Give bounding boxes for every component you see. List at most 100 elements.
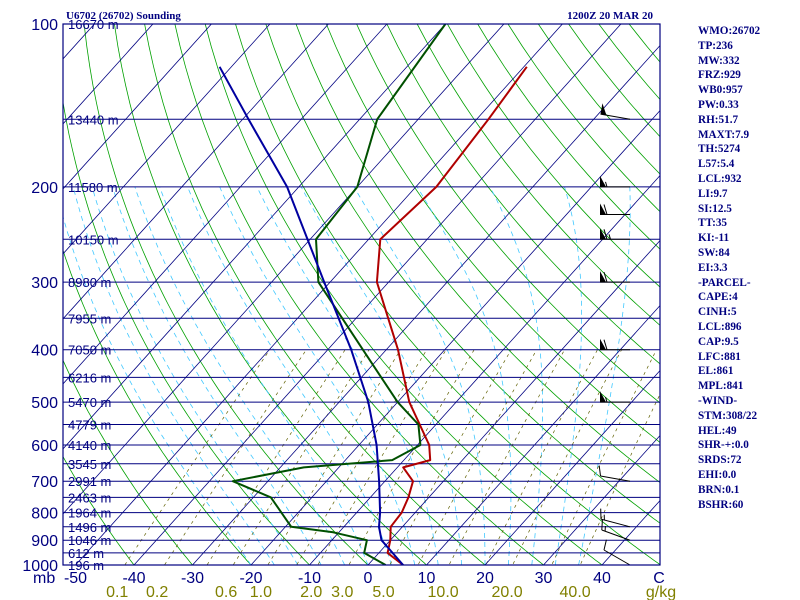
isotherm-line <box>63 24 271 255</box>
height-label: 4779 m <box>68 418 111 433</box>
moist-adiabat-line <box>256 186 439 565</box>
sounding-index: LCL:932 <box>698 172 742 185</box>
sounding-index: -WIND- <box>698 394 738 407</box>
height-label: 8980 m <box>68 275 111 290</box>
moist-adiabat-line <box>91 186 299 565</box>
sounding-index: LCL:896 <box>698 320 742 333</box>
mixing-ratio-tick-label: 0.1 <box>106 584 128 600</box>
wind-barb-flag <box>603 204 608 215</box>
pressure-label: 100 <box>31 17 58 34</box>
height-label: 10150 m <box>68 232 119 247</box>
isotherm-line <box>426 304 660 565</box>
height-label: 2463 m <box>68 490 111 505</box>
moist-adiabat-line <box>112 186 322 565</box>
sounding-index: KI:-11 <box>698 232 730 245</box>
mixing-ratio-tick-label: 0.2 <box>146 584 168 600</box>
mixing-ratio-line <box>206 349 346 565</box>
mixing-ratio-line <box>348 349 475 565</box>
mixing-ratio-line <box>448 349 565 565</box>
sounding-index: TP:236 <box>698 39 733 52</box>
wind-barb-flag <box>603 229 608 240</box>
wind-barb-pennant <box>600 175 606 187</box>
dry-adiabat-line <box>63 249 252 565</box>
wind-barb <box>599 391 631 403</box>
wind-barb-pennant <box>600 338 606 350</box>
dry-adiabat-line <box>477 24 660 250</box>
dry-adiabat-line <box>204 24 603 565</box>
wind-barb-half-flag <box>608 234 611 240</box>
temperature-unit-label: C <box>653 570 665 587</box>
mixing-ratio-line <box>417 349 538 565</box>
sounding-indices-list: WMO:26702 TP:236 MW:332 FRZ:929 WB0:957 PW:0.… <box>698 24 798 512</box>
sounding-index: CINH:5 <box>698 306 737 319</box>
chart-title: U6702 (26702) Sounding <box>66 10 181 22</box>
sounding-index: SW:84 <box>698 246 730 259</box>
dry-adiabat-line <box>416 24 660 326</box>
dry-adiabat-line <box>295 24 660 484</box>
temperature-axis-labels: -50 -40 -30 -20 -10 0 10 20 30 40 C <box>64 570 665 587</box>
mixing-ratio-axis-labels: 0.1 0.2 0.6 1.0 2.0 3.0 5.0 10.0 20.0 40.0 g/kg <box>106 584 676 600</box>
sounding-index: LI:9.7 <box>698 187 728 200</box>
sounding-index: MAXT:7.9 <box>698 128 750 141</box>
wind-barb <box>599 338 631 351</box>
moist-adiabats <box>63 186 631 565</box>
isotherm-line <box>63 24 388 385</box>
wind-barb-half-flag <box>605 396 608 403</box>
wind-barb <box>601 519 631 541</box>
mixing-ratio-tick-label: 1.0 <box>250 584 272 600</box>
pressure-label: 900 <box>31 533 58 550</box>
wind-barb-staff <box>600 518 631 528</box>
sounding-index: BRN:0.1 <box>698 483 740 496</box>
temperature-tick-label: -20 <box>239 570 262 587</box>
dry-adiabats <box>63 24 660 565</box>
height-label: 4140 m <box>68 438 111 453</box>
sounding-index: EL:861 <box>698 365 734 378</box>
mixing-ratio-tick-label: 20.0 <box>492 584 523 600</box>
wind-barb-flag <box>603 339 608 350</box>
isobars <box>63 24 660 565</box>
height-label: 16670 m <box>68 17 119 32</box>
mixing-ratio-line <box>267 349 401 565</box>
moist-adiabat-line <box>219 186 416 565</box>
temperature-tick-label: -30 <box>181 570 204 587</box>
dry-adiabat-line <box>114 24 428 565</box>
profile-line <box>231 24 447 565</box>
moist-adiabat-line <box>159 186 369 565</box>
wind-barb <box>600 508 631 528</box>
dry-adiabat-line <box>265 24 660 524</box>
wind-barb-pennant <box>600 203 606 215</box>
height-label: 1964 m <box>68 506 111 521</box>
sounding-index: EI:3.3 <box>698 261 728 274</box>
sounding-index: MW:332 <box>698 54 740 67</box>
mixing-ratio-tick-label: 3.0 <box>331 584 353 600</box>
dry-adiabat-line <box>63 359 194 565</box>
pressure-axis-labels: 1000 900 800 700 600 500 400 300 200 100 mb <box>22 17 58 587</box>
wind-barb-flag <box>601 519 603 531</box>
chart-date: 1200Z 20 MAR 20 <box>567 10 653 22</box>
wind-barb <box>599 175 631 188</box>
moist-adiabat-line <box>416 186 512 565</box>
wind-barb-flag <box>603 539 607 551</box>
moist-adiabat-line <box>578 186 631 565</box>
height-labels: 16670 m 13440 m 11580 m 10150 m 8980 m 7955 m… <box>68 17 119 573</box>
wind-barb-pennant <box>600 228 606 240</box>
mixing-ratio-tick-label: 2.0 <box>300 584 322 600</box>
sounding-index: SI:12.5 <box>698 202 732 215</box>
wind-barb-pennant <box>600 271 606 283</box>
temperature-tick-label: 0 <box>364 570 373 587</box>
sounding-index: EHI:0.0 <box>698 468 737 481</box>
isotherm-line <box>63 24 505 515</box>
sounding-index: CAPE:4 <box>698 291 738 304</box>
height-label: 13440 m <box>68 112 119 127</box>
height-label: 11580 m <box>68 180 118 195</box>
dry-adiabat-line <box>386 24 660 365</box>
isotherm-line <box>63 24 446 450</box>
pressure-label: 400 <box>31 343 58 360</box>
profile-line <box>375 66 528 565</box>
height-label: 1046 m <box>68 533 111 548</box>
height-label: 612 m <box>68 546 104 561</box>
height-label: 7050 m <box>68 343 111 358</box>
mixing-ratio-line <box>579 393 660 565</box>
sounding-index: RH:51.7 <box>698 113 739 126</box>
mixing-ratio-tick-label: 40.0 <box>560 584 591 600</box>
